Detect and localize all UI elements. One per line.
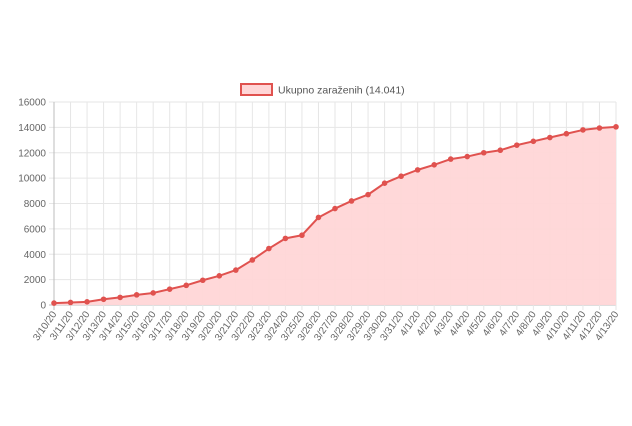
data-point (117, 294, 123, 301)
data-point (51, 300, 57, 306)
data-point (266, 245, 272, 252)
data-point (299, 232, 305, 239)
data-point (398, 173, 404, 180)
data-point (480, 149, 487, 156)
data-point (563, 130, 570, 137)
x-axis: 3/10/203/11/203/12/203/13/203/14/203/15/… (31, 309, 621, 343)
y-tick-label: 4000 (24, 250, 47, 261)
legend-label: Ukupno zaraženih (14.041) (278, 85, 405, 97)
data-point (514, 142, 520, 148)
y-tick-label: 0 (40, 301, 46, 312)
data-point (547, 134, 553, 141)
legend-swatch (240, 83, 273, 96)
y-tick-label: 8000 (24, 199, 47, 210)
data-point (365, 191, 371, 198)
data-point (447, 156, 454, 162)
data-point (100, 296, 107, 303)
data-point (497, 147, 504, 154)
y-tick-label: 16000 (18, 98, 46, 109)
data-point (67, 299, 74, 306)
series-area-fill (54, 126, 616, 305)
data-point (530, 138, 537, 145)
data-point (332, 205, 338, 212)
data-point (233, 267, 239, 273)
data-point (183, 282, 190, 289)
data-point (596, 125, 603, 131)
data-point (133, 292, 140, 298)
y-axis: 0 2000 4000 6000 8000 10000 12000 14000 16000 (18, 98, 46, 312)
data-point (282, 235, 289, 242)
data-point (199, 277, 206, 284)
y-tick-label: 6000 (24, 224, 47, 235)
data-point (580, 127, 586, 133)
plot-area (51, 124, 619, 306)
data-point (84, 299, 90, 305)
data-point (431, 162, 437, 168)
data-point (150, 290, 156, 296)
data-point (414, 167, 421, 173)
data-point (249, 257, 256, 263)
y-tick-label: 14000 (18, 123, 46, 134)
data-point (381, 180, 388, 186)
data-point (613, 124, 619, 130)
y-tick-label: 10000 (18, 174, 46, 185)
y-tick-label: 2000 (24, 275, 47, 286)
data-point (315, 214, 322, 221)
data-point (464, 153, 471, 160)
data-point (166, 286, 173, 292)
data-point (216, 273, 223, 279)
y-tick-label: 12000 (18, 148, 46, 159)
data-point (348, 198, 355, 204)
legend[interactable]: Ukupno zaraženih (14.041) (240, 83, 405, 97)
